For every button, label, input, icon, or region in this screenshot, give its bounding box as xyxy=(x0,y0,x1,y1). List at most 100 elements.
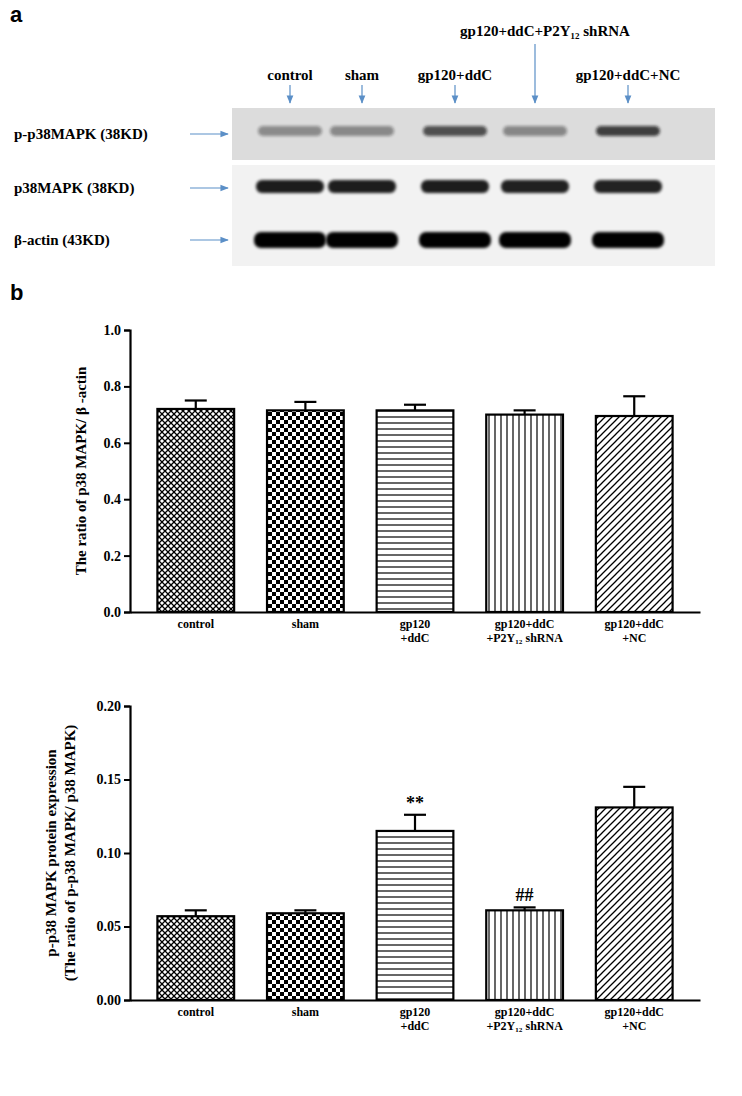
blot-band xyxy=(254,232,326,248)
tick-label: gp120+ddC+P2Y₁₂ shRNA xyxy=(486,1005,563,1033)
tick: 0.00 xyxy=(97,993,131,1008)
error-bar-stem xyxy=(633,396,635,416)
tick-label: control xyxy=(178,617,215,631)
tick: 1.0 xyxy=(104,323,131,338)
blot-band xyxy=(256,180,324,193)
error-bar xyxy=(185,910,207,916)
error-bar xyxy=(623,396,645,416)
tick: gp120+ddC+NC xyxy=(604,1000,664,1033)
bar xyxy=(267,913,344,1000)
bar xyxy=(486,415,563,612)
x-axis: control sham gp120+ddC gp120+ddC+P2Y₁₂ shRN… xyxy=(131,1000,701,1033)
tick-label: 0.4 xyxy=(104,492,122,507)
error-bar xyxy=(294,910,316,913)
tick-mark xyxy=(124,926,130,928)
axis-line xyxy=(124,707,131,1001)
blot-band xyxy=(258,126,322,136)
bar xyxy=(157,916,234,1000)
tick-label-line: gp120 xyxy=(400,1005,431,1019)
x-axis: controlshamgp120+ddCgp120+ddC+P2Y₁₂ shRN… xyxy=(131,612,701,645)
tick-label: 0.8 xyxy=(104,379,122,394)
error-bar-stem xyxy=(304,402,306,410)
tick-label-line: gp120+ddC xyxy=(495,617,555,631)
row-arrow xyxy=(190,187,228,188)
tick-label: gp120+ddC+P2Y₁₂ shRNA xyxy=(486,617,563,645)
tick-label: gp120+ddC+NC xyxy=(604,1005,664,1033)
tick-mark xyxy=(124,1000,130,1002)
blot-band xyxy=(328,180,396,193)
tick: gp120+ddC+P2Y₁₂ shRNA xyxy=(486,612,563,645)
blot-band xyxy=(596,126,660,136)
lane-label: gp120+ddC+NC xyxy=(576,67,681,83)
bar xyxy=(596,807,673,1000)
tick: gp120+ddC xyxy=(400,612,431,645)
blot-band xyxy=(423,126,487,136)
lane-arrow xyxy=(289,85,290,103)
error-bar-stem xyxy=(633,787,635,808)
axis-title-line: (The ratio of p-p38 MAPK/ p38 MAPK) xyxy=(62,725,79,982)
blot-band xyxy=(594,180,662,193)
error-bar-cap xyxy=(185,909,207,911)
blot-strip xyxy=(232,108,715,160)
axis-line xyxy=(124,331,131,613)
axis-line xyxy=(131,999,701,1001)
axis-title: p-p38 MAPK protein expression(The ratio … xyxy=(43,725,79,982)
error-bar xyxy=(404,815,426,831)
lane-label: control xyxy=(267,67,313,83)
blot-band xyxy=(421,180,489,193)
tick-label: control xyxy=(178,1005,215,1019)
figure-svg: abp-p38MAPK (38KD)p38MAPK (38KD)β-actin … xyxy=(0,0,742,1096)
blot-band xyxy=(330,126,394,136)
lane-label: gp120+ddC xyxy=(418,67,492,83)
error-bar-cap xyxy=(404,814,426,816)
bar-chart: 0.00.20.40.60.81.0controlshamgp120+ddCgp… xyxy=(73,323,701,645)
row-arrow xyxy=(190,239,228,240)
tick-mark xyxy=(124,612,130,614)
tick-label: 0.20 xyxy=(97,699,122,714)
tick-label-line: gp120 xyxy=(400,617,431,631)
y-axis: 0.000.050.100.150.20 xyxy=(97,699,131,1008)
error-bar xyxy=(514,410,536,414)
bar xyxy=(596,416,673,612)
tick-label-line: +P2Y₁₂ shRNA xyxy=(486,1019,563,1033)
tick: 0.2 xyxy=(104,549,131,564)
tick-label: 0.05 xyxy=(97,919,122,934)
bar xyxy=(377,410,454,612)
tick-label-line: gp120+ddC xyxy=(604,617,664,631)
tick-mark xyxy=(124,555,130,557)
tick-mark xyxy=(124,442,130,444)
tick-label: sham xyxy=(292,1005,319,1019)
tick-label: 1.0 xyxy=(104,323,122,338)
error-bar xyxy=(514,907,536,910)
tick: gp120+ddC+NC xyxy=(604,612,664,645)
tick: sham xyxy=(292,1000,319,1019)
tick-label: sham xyxy=(292,617,319,631)
lane-arrow xyxy=(534,44,535,103)
tick: control xyxy=(178,612,215,631)
error-bar-cap xyxy=(514,409,536,411)
error-bar-cap xyxy=(623,395,645,397)
row-label: p-p38MAPK (38KD) xyxy=(14,126,148,143)
panel-label: b xyxy=(10,280,23,305)
blot-band xyxy=(419,232,491,248)
row-label: p38MAPK (38KD) xyxy=(14,180,134,197)
tick-label-line: +NC xyxy=(622,631,646,645)
lane-arrow xyxy=(361,85,362,103)
tick-label-line: sham xyxy=(292,617,319,631)
plot-area xyxy=(157,396,672,612)
blot-band xyxy=(592,232,664,248)
tick: 0.6 xyxy=(104,436,131,451)
axis-title: The ratio of p38 MAPK/ β -actin xyxy=(73,366,89,575)
annotation: ## xyxy=(516,885,534,905)
tick: gp120+ddC xyxy=(400,1000,431,1033)
blot-band xyxy=(326,232,398,248)
tick-label-line: +ddC xyxy=(401,631,430,645)
bar xyxy=(267,410,344,612)
tick: 0.0 xyxy=(104,605,131,620)
axis-title-line: p-p38 MAPK protein expression xyxy=(43,749,59,957)
panel-label: a xyxy=(10,2,23,27)
error-bar xyxy=(185,401,207,409)
figure: abp-p38MAPK (38KD)p38MAPK (38KD)β-actin … xyxy=(0,0,742,1096)
tick: 0.4 xyxy=(104,492,131,507)
tick-label: 0.00 xyxy=(97,993,122,1008)
